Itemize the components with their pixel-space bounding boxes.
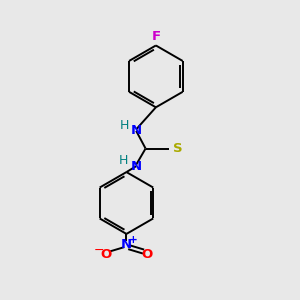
Text: S: S	[173, 142, 182, 155]
Text: O: O	[141, 248, 153, 261]
Text: F: F	[151, 29, 160, 43]
Text: O: O	[100, 248, 112, 261]
Text: −: −	[94, 244, 105, 256]
Text: N: N	[130, 124, 142, 137]
Text: H: H	[119, 154, 128, 167]
Text: H: H	[120, 119, 129, 132]
Text: N: N	[130, 160, 142, 173]
Text: N: N	[121, 238, 132, 251]
Text: +: +	[128, 235, 137, 245]
